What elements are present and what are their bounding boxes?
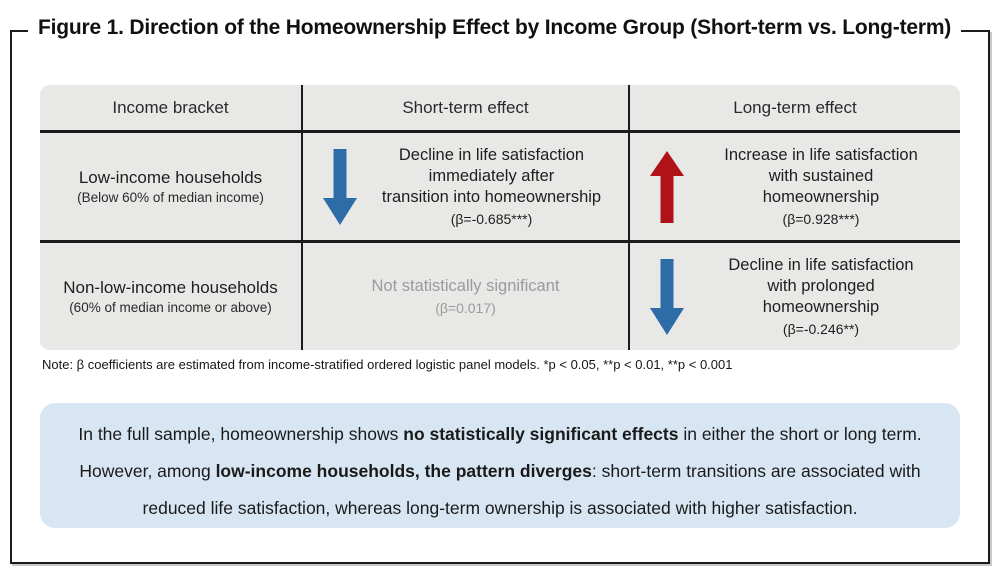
- down-arrow-icon: [644, 258, 690, 335]
- beta-coefficient: (β=-0.246**): [782, 320, 860, 337]
- figure-title: Figure 1. Direction of the Homeownership…: [28, 16, 962, 40]
- header-label: Income bracket: [112, 97, 229, 117]
- row-low-income-short-term-cell: Decline in life satisfaction immediately…: [303, 133, 630, 243]
- row-low-income-bracket: Low-income households (Below 60% of medi…: [40, 133, 303, 243]
- effect-line: homeownership: [762, 297, 880, 316]
- bracket-sublabel: (Below 60% of median income): [77, 189, 264, 205]
- summary-text: However, among: [79, 461, 216, 481]
- header-long-term: Long-term effect: [630, 85, 960, 133]
- effect-table: Income bracket Short-term effect Long-te…: [40, 85, 960, 350]
- row-non-low-income-short-term-cell: Not statistically significant (β=0.017): [303, 243, 630, 350]
- down-arrow-shape: [323, 148, 357, 225]
- effect-line: homeownership: [762, 187, 880, 206]
- summary-line-2: However, among low-income households, th…: [40, 453, 960, 490]
- summary-text-bold: low-income households, the pattern diver…: [215, 461, 592, 481]
- effect-line: Decline in life satisfaction: [728, 255, 914, 274]
- summary-box: In the full sample, homeownership shows …: [40, 403, 960, 528]
- header-short-term: Short-term effect: [303, 85, 630, 133]
- beta-coefficient: (β=0.928***): [782, 210, 860, 227]
- effect-line: transition into homeownership: [381, 187, 602, 206]
- beta-coefficient: (β=0.017): [435, 300, 496, 316]
- effect-line: with prolonged: [767, 276, 875, 295]
- up-arrow-shape: [650, 150, 684, 223]
- beta-coefficient: (β=-0.685***): [450, 210, 533, 227]
- up-arrow-icon: [644, 150, 690, 223]
- effect-line: Decline in life satisfaction: [398, 145, 585, 164]
- summary-text: In the full sample, homeownership shows: [78, 424, 404, 444]
- summary-text: reduced life satisfaction, whereas long-…: [142, 498, 858, 518]
- bracket-label: Non-low-income households: [63, 277, 278, 297]
- down-arrow-icon: [317, 148, 363, 225]
- row-non-low-income-long-term-cell: Decline in life satisfaction with prolon…: [630, 243, 960, 350]
- summary-text: in either the short or long term.: [678, 424, 922, 444]
- down-arrow-shape: [650, 258, 684, 335]
- effect-description: Increase in life satisfaction with susta…: [690, 145, 952, 229]
- header-label: Short-term effect: [402, 97, 529, 117]
- summary-text: : short-term transitions are associated …: [591, 461, 921, 481]
- effect-line: with sustained: [768, 166, 874, 185]
- bracket-sublabel: (60% of median income or above): [69, 299, 272, 315]
- summary-text-bold: no statistically significant effects: [403, 424, 679, 444]
- effect-line: Not statistically significant: [371, 277, 560, 295]
- table-note: Note: β coefficients are estimated from …: [42, 357, 733, 372]
- header-label: Long-term effect: [733, 97, 857, 117]
- summary-line-3: reduced life satisfaction, whereas long-…: [40, 490, 960, 527]
- summary-line-1: In the full sample, homeownership shows …: [40, 416, 960, 453]
- effect-line: Increase in life satisfaction: [724, 145, 918, 164]
- bracket-label: Low-income households: [78, 167, 263, 187]
- effect-description: Decline in life satisfaction with prolon…: [690, 255, 952, 339]
- header-income-bracket: Income bracket: [40, 85, 303, 133]
- effect-line: immediately after: [428, 166, 555, 185]
- effect-description: Decline in life satisfaction immediately…: [363, 145, 620, 229]
- row-non-low-income-bracket: Non-low-income households (60% of median…: [40, 243, 303, 350]
- row-low-income-long-term-cell: Increase in life satisfaction with susta…: [630, 133, 960, 243]
